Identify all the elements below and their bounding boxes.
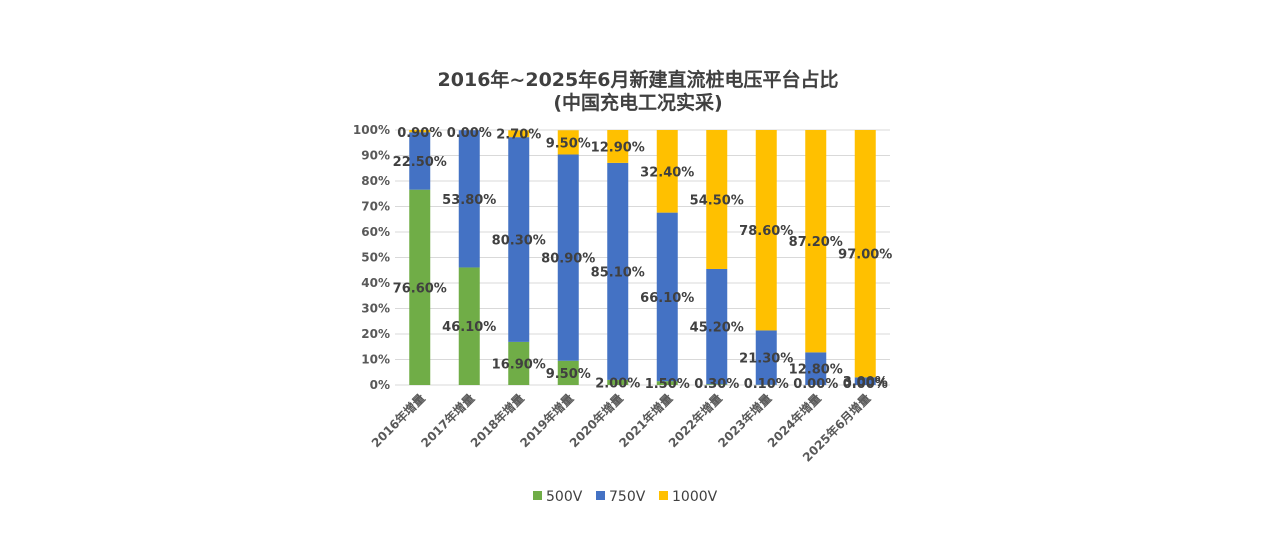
y-tick-label: 50% [361, 251, 390, 265]
bar-1000v-0 [409, 130, 431, 133]
legend-label-1000v: 1000V [672, 489, 718, 505]
legend-label-500v: 500V [546, 489, 583, 505]
data-label-500v-4: 2.00% [595, 376, 640, 391]
bar-750v-5 [656, 212, 678, 382]
bar-1000v-4 [607, 130, 629, 163]
bar-500v-1 [458, 267, 480, 385]
bar-500v-3 [557, 360, 579, 385]
chart-subtitle: (中国充电工况实采) [553, 91, 722, 114]
data-label-500v-5: 1.50% [645, 377, 690, 392]
chart-title: 2016年~2025年6月新建直流桩电压平台占比 [438, 68, 839, 91]
bar-500v-6 [706, 384, 728, 385]
data-label-500v-1: 46.10% [442, 320, 496, 335]
bar-750v-8 [805, 352, 827, 385]
bar-1000v-2 [508, 130, 530, 138]
data-label-500v-6: 0.30% [694, 377, 739, 392]
bar-1000v-9 [854, 130, 876, 378]
y-tick-label: 30% [361, 302, 390, 316]
y-tick-label: 10% [361, 353, 390, 367]
bar-750v-3 [557, 154, 579, 361]
bar-750v-2 [508, 137, 530, 342]
bar-500v-0 [409, 189, 431, 385]
legend: 500V 750V 1000V [533, 489, 718, 505]
data-label-1000v-8: 87.20% [789, 235, 843, 250]
data-label-1000v-7: 78.60% [739, 224, 793, 239]
data-label-1000v-9: 97.00% [838, 248, 892, 263]
data-label-1000v-0: 0.90% [397, 126, 442, 141]
bar-500v-2 [508, 341, 530, 385]
y-tick-label: 80% [361, 174, 390, 188]
data-label-500v-3: 9.50% [546, 367, 591, 382]
bar-1000v-7 [755, 130, 777, 331]
y-tick-label: 20% [361, 327, 390, 341]
y-tick-label: 60% [361, 225, 390, 239]
bar-500v-4 [607, 379, 629, 385]
legend-swatch-750v [596, 491, 605, 500]
bar-750v-9 [854, 377, 876, 385]
bar-750v-1 [458, 130, 480, 268]
data-label-1000v-5: 32.40% [640, 165, 694, 180]
bar-1000v-3 [557, 130, 579, 155]
y-tick-label: 100% [353, 123, 390, 137]
y-tick-label: 0% [370, 378, 390, 392]
y-tick-label: 70% [361, 200, 390, 214]
data-label-1000v-2: 2.70% [496, 128, 541, 143]
y-tick-label: 90% [361, 149, 390, 163]
bar-1000v-5 [656, 130, 678, 213]
bar-750v-4 [607, 162, 629, 380]
data-label-1000v-1: 0.00% [447, 126, 492, 141]
bar-750v-0 [409, 132, 431, 190]
bar-750v-7 [755, 330, 777, 385]
bar-500v-5 [656, 381, 678, 385]
bar-1000v-6 [706, 130, 728, 269]
data-labels: 76.60% 22.50% 0.90% 46.10% 53.80% 0.00% 16.90%… [393, 126, 893, 392]
data-label-750v-6: 45.20% [690, 321, 744, 336]
x-axis: 2016年增量2017年增量2018年增量2019年增量2020年增量2021年… [368, 391, 873, 465]
data-label-750v-3: 80.90% [541, 252, 595, 267]
legend-swatch-1000v [659, 491, 668, 500]
data-label-500v-0: 76.60% [393, 281, 447, 296]
data-label-750v-7: 21.30% [739, 352, 793, 367]
data-label-750v-4: 85.10% [591, 265, 645, 280]
data-label-750v-2: 80.30% [492, 234, 546, 249]
legend-label-750v: 750V [609, 489, 646, 505]
data-label-750v-5: 66.10% [640, 291, 694, 306]
y-tick-label: 40% [361, 276, 390, 290]
data-label-500v-2: 16.90% [492, 357, 546, 372]
data-label-1000v-6: 54.50% [690, 193, 744, 208]
data-label-750v-8: 12.80% [789, 363, 843, 378]
data-label-500v-7: 0.10% [744, 377, 789, 392]
data-label-750v-9: 3.00% [843, 375, 888, 390]
data-label-750v-1: 53.80% [442, 193, 496, 208]
y-axis: 0% 10% 20% 30% 40% 50% 60% 70% 80% 90% 100% [353, 123, 390, 392]
data-label-750v-0: 22.50% [393, 155, 447, 170]
bars [409, 130, 876, 385]
data-label-500v-8: 0.00% [793, 377, 838, 392]
data-label-500v-9: 0.00% [843, 377, 888, 392]
data-label-1000v-3: 9.50% [546, 136, 591, 151]
bar-750v-6 [706, 268, 728, 385]
data-label-1000v-4: 12.90% [591, 140, 645, 155]
legend-swatch-500v [533, 491, 542, 500]
bar-1000v-8 [805, 130, 827, 353]
